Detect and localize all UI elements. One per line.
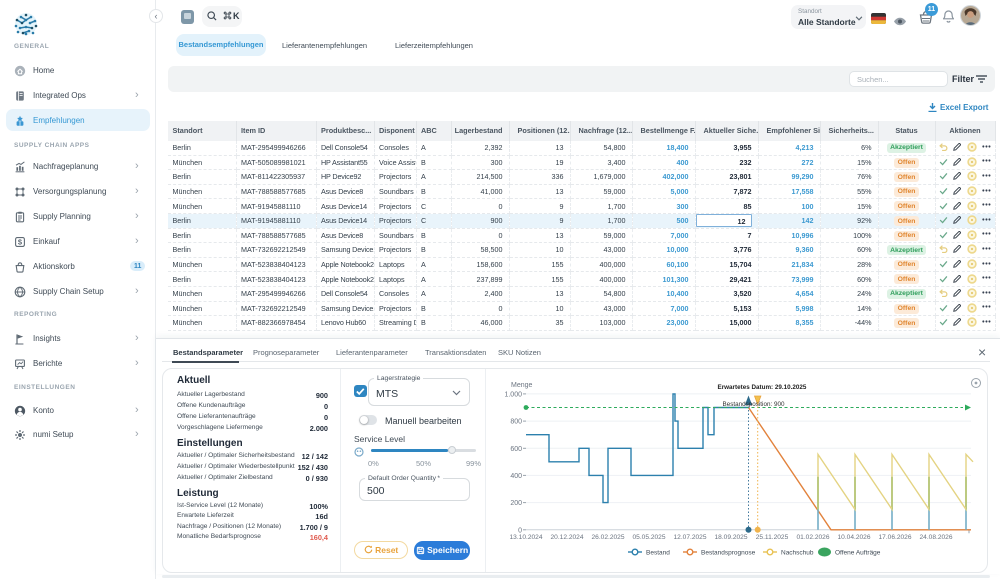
svg-text:200: 200 bbox=[510, 500, 522, 507]
svg-text:18.09.2025: 18.09.2025 bbox=[714, 534, 747, 541]
svg-text:Menge: Menge bbox=[511, 382, 533, 389]
svg-text:13.10.2024: 13.10.2024 bbox=[509, 534, 542, 541]
svg-text:17.06.2026: 17.06.2026 bbox=[878, 534, 911, 541]
svg-text:01.02.2026: 01.02.2026 bbox=[796, 534, 829, 541]
svg-text:Bestandsprognose: Bestandsprognose bbox=[701, 549, 756, 556]
svg-text:400: 400 bbox=[510, 473, 522, 480]
svg-text:Bestand: Bestand bbox=[646, 549, 670, 556]
svg-text:800: 800 bbox=[510, 419, 522, 426]
svg-text:05.05.2025: 05.05.2025 bbox=[632, 534, 665, 541]
svg-text:24.08.2026: 24.08.2026 bbox=[919, 534, 952, 541]
svg-text:$: $ bbox=[18, 238, 23, 247]
svg-text:10.04.2026: 10.04.2026 bbox=[837, 534, 870, 541]
svg-text:20.12.2024: 20.12.2024 bbox=[550, 534, 583, 541]
svg-text:26.02.2025: 26.02.2025 bbox=[591, 534, 624, 541]
svg-text:1.000: 1.000 bbox=[504, 391, 522, 398]
svg-text:600: 600 bbox=[510, 446, 522, 453]
svg-text:0: 0 bbox=[518, 527, 522, 534]
svg-text:12.07.2025: 12.07.2025 bbox=[673, 534, 706, 541]
svg-text:25.11.2025: 25.11.2025 bbox=[756, 534, 789, 541]
svg-text:Erwartetes Datum: 29.10.2025: Erwartetes Datum: 29.10.2025 bbox=[718, 384, 807, 391]
svg-text:Bestandsposition: 900: Bestandsposition: 900 bbox=[723, 401, 785, 408]
svg-text:Nachschub: Nachschub bbox=[781, 549, 814, 556]
svg-text:Offene Aufträge: Offene Aufträge bbox=[835, 549, 881, 556]
